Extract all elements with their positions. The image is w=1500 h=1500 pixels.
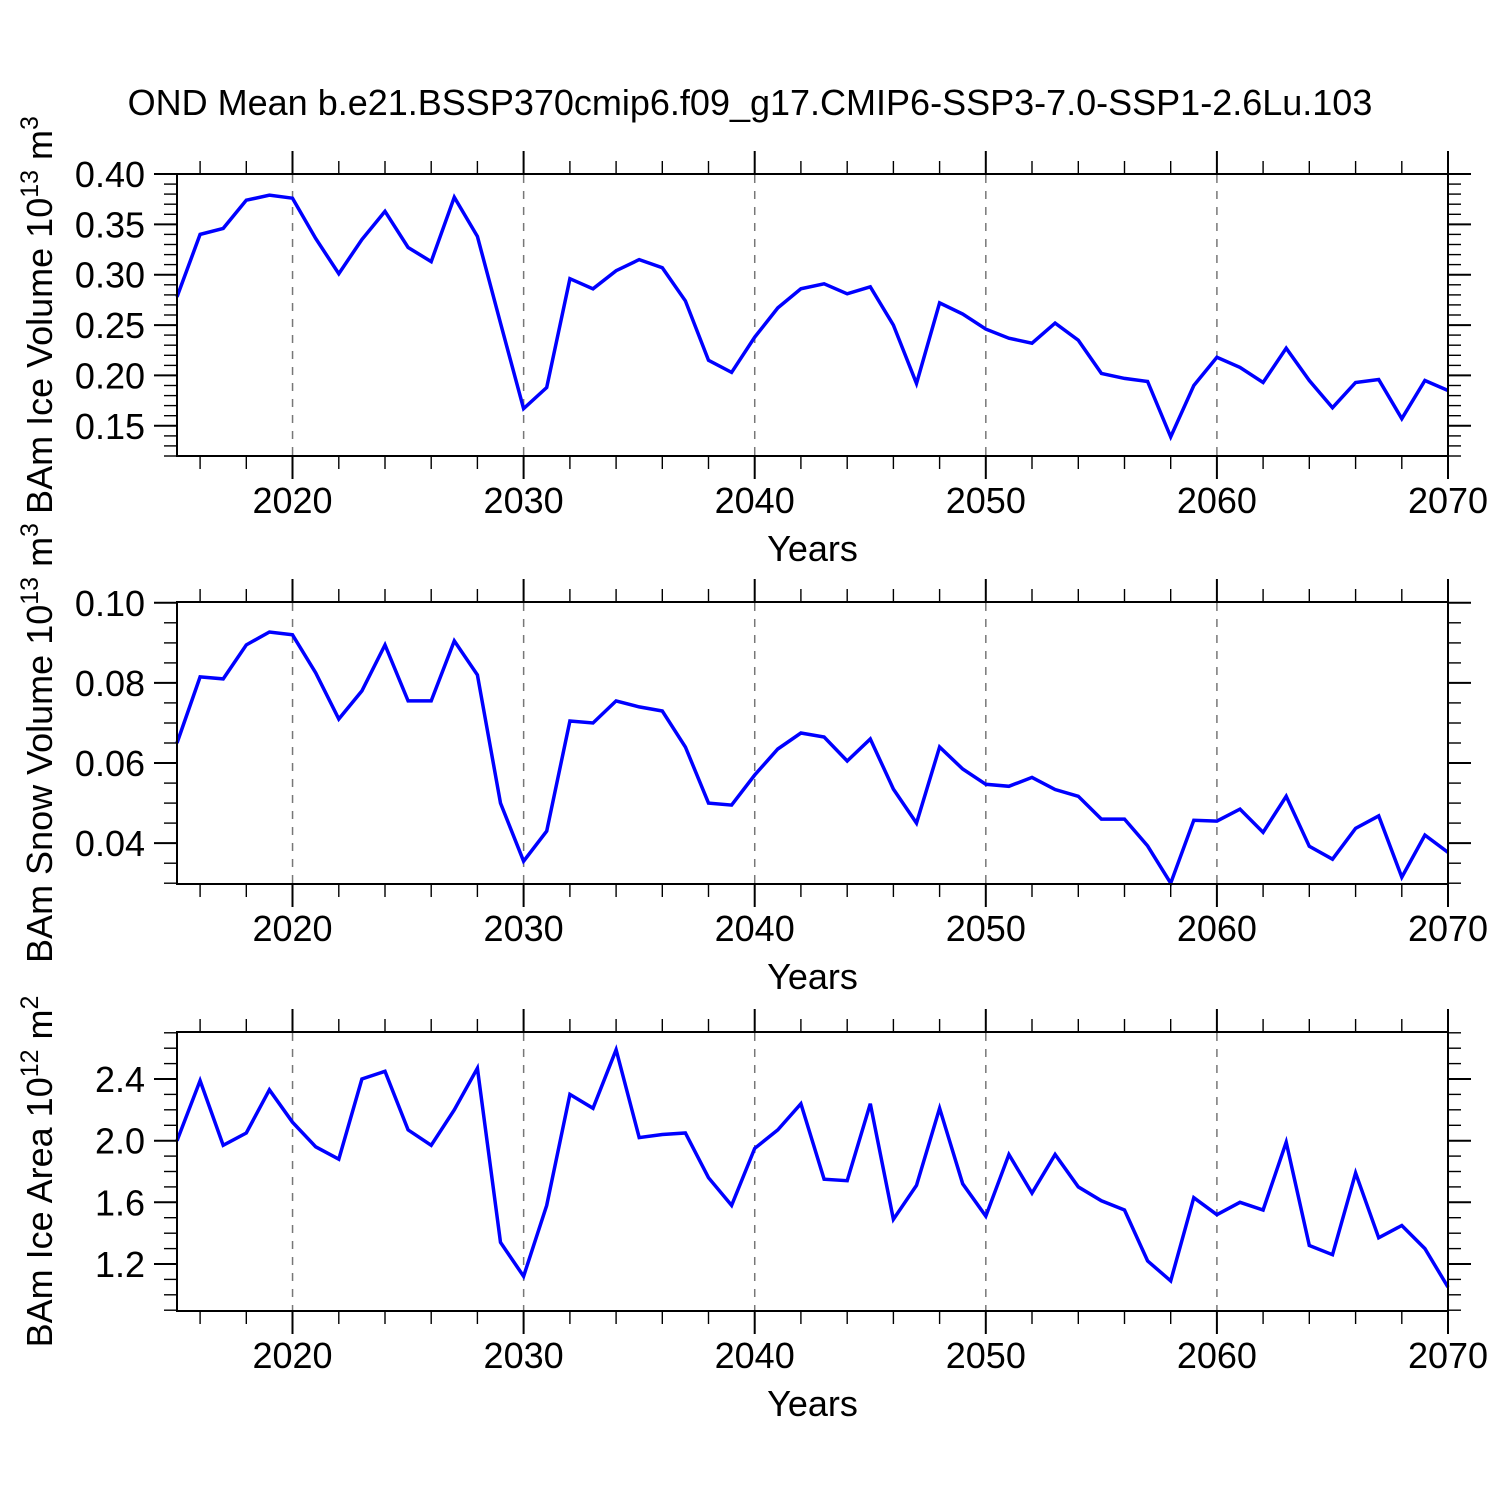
panel-2-bam-snow-volume: 0.04 0.06 0.08 0.10 2020 2030 2040 2050 2060 2070… [16,523,1488,997]
y-tick-label: 0.10 [75,583,145,624]
y-tick-label: 0.20 [75,355,145,396]
x-axis-title: Years [767,1383,858,1424]
y-tick-label: 0.04 [75,823,145,864]
plot-frame [176,173,1449,457]
data-line-bam-snow-volume [175,630,1450,888]
x-axis-title: Years [767,956,858,997]
y-tick-label: 1.2 [95,1244,145,1285]
x-tick-label: 2060 [1177,908,1257,949]
x-tick-label: 2020 [252,908,332,949]
y-axis-title: BAm Ice Volume 1013 m3 [16,116,60,514]
x-tick-label: 2030 [484,1335,564,1376]
x-tick-label: 2070 [1408,1335,1488,1376]
x-tick-label: 2050 [946,908,1026,949]
y-tick-label: 0.35 [75,204,145,245]
x-tick-label: 2050 [946,480,1026,521]
data-line-bam-ice-area [175,1044,1450,1289]
y-tick-label: 0.25 [75,305,145,346]
y-tick-label: 0.06 [75,743,145,784]
x-tick-label: 2070 [1408,480,1488,521]
axis-ticks [154,151,1471,479]
x-tick-label: 2020 [252,1335,332,1376]
y-axis-title: BAm Snow Volume 1013 m3 [16,523,60,963]
x-tick-label: 2040 [715,908,795,949]
x-axis-title: Years [767,528,858,569]
x-tick-label: 2040 [715,480,795,521]
axis-ticks [154,1009,1471,1334]
x-tick-label: 2030 [484,480,564,521]
y-tick-label: 2.4 [95,1059,145,1100]
x-tick-label: 2030 [484,908,564,949]
plot-frame [176,1031,1449,1312]
y-tick-label: 0.40 [75,154,145,195]
x-tick-label: 2040 [715,1335,795,1376]
y-axis-title: BAm Ice Area 1012 m2 [16,996,60,1348]
x-tick-label: 2060 [1177,1335,1257,1376]
panel-3-bam-ice-area: 1.2 1.6 2.0 2.4 2020 2030 2040 2050 2060 2070 Year… [16,996,1488,1424]
data-line-bam-ice-volume [175,193,1449,442]
x-tick-label: 2020 [252,480,332,521]
x-tick-label: 2060 [1177,480,1257,521]
y-tick-label: 1.6 [95,1182,145,1223]
plot-frame [176,601,1449,885]
y-tick-label: 0.30 [75,255,145,296]
y-tick-label: 0.15 [75,406,145,447]
panel-1-bam-ice-volume: 0.15 0.20 0.25 0.30 0.35 0.40 2020 2030 2040 2050… [16,116,1488,569]
x-tick-label: 2070 [1408,908,1488,949]
x-tick-label: 2050 [946,1335,1026,1376]
y-tick-label: 2.0 [95,1121,145,1162]
y-tick-label: 0.08 [75,663,145,704]
figure-title: OND Mean b.e21.BSSP370cmip6.f09_g17.CMIP… [127,82,1373,123]
axis-ticks [154,579,1471,907]
